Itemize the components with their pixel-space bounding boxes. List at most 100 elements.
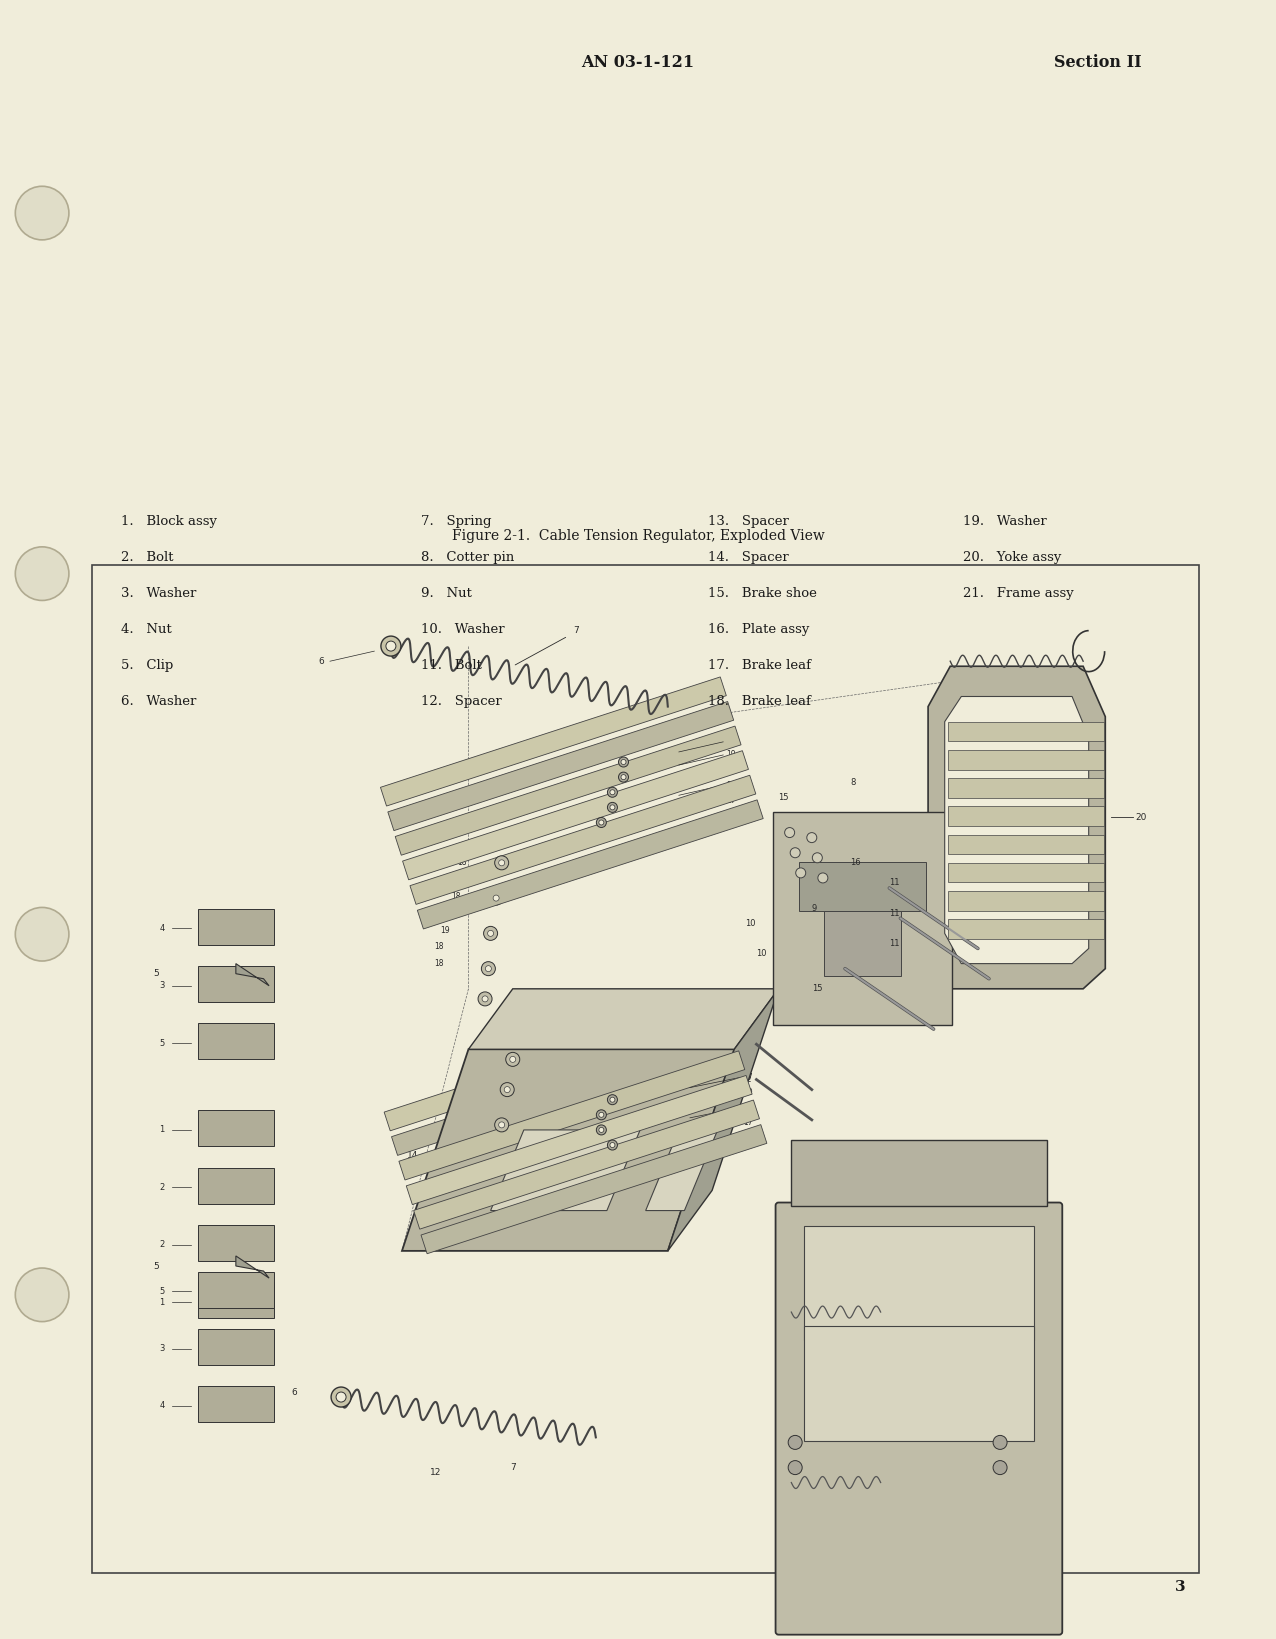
Bar xyxy=(948,862,1104,882)
Circle shape xyxy=(610,1096,615,1101)
Circle shape xyxy=(806,833,817,842)
Circle shape xyxy=(607,1141,618,1151)
Circle shape xyxy=(607,1095,618,1105)
Circle shape xyxy=(336,1392,346,1401)
Text: 7.   Spring: 7. Spring xyxy=(421,515,491,528)
Text: 7: 7 xyxy=(574,626,579,636)
Text: 21: 21 xyxy=(607,1064,619,1072)
Circle shape xyxy=(785,828,795,838)
Text: 2: 2 xyxy=(160,1241,165,1249)
Text: 19: 19 xyxy=(726,751,736,759)
Text: 8: 8 xyxy=(851,777,856,787)
Text: 11.   Bolt: 11. Bolt xyxy=(421,659,482,672)
Text: 2.   Bolt: 2. Bolt xyxy=(121,551,174,564)
Text: 1: 1 xyxy=(160,1298,165,1306)
Text: 9: 9 xyxy=(812,903,817,913)
Text: 13: 13 xyxy=(741,1039,752,1049)
Text: 16.   Plate assy: 16. Plate assy xyxy=(708,623,809,636)
Circle shape xyxy=(993,1460,1007,1475)
Polygon shape xyxy=(413,1100,759,1229)
Polygon shape xyxy=(410,775,755,905)
Polygon shape xyxy=(421,1124,767,1254)
Bar xyxy=(804,1226,1034,1341)
Bar xyxy=(948,751,1104,770)
Bar xyxy=(948,919,1104,939)
Circle shape xyxy=(15,187,69,239)
Circle shape xyxy=(382,636,401,656)
Bar xyxy=(198,1329,274,1365)
Polygon shape xyxy=(646,1129,717,1211)
Bar xyxy=(804,1326,1034,1441)
Polygon shape xyxy=(944,697,1088,964)
Circle shape xyxy=(607,803,618,813)
Circle shape xyxy=(484,926,498,941)
Polygon shape xyxy=(380,677,726,806)
Circle shape xyxy=(499,860,505,865)
Bar xyxy=(791,1141,1046,1206)
Text: 5: 5 xyxy=(160,1039,165,1047)
Text: 4: 4 xyxy=(160,1401,165,1411)
Circle shape xyxy=(596,818,606,828)
Circle shape xyxy=(607,787,618,797)
Circle shape xyxy=(813,852,822,862)
Circle shape xyxy=(619,772,629,782)
Text: 1.   Block assy: 1. Block assy xyxy=(121,515,217,528)
Bar xyxy=(948,806,1104,826)
Bar xyxy=(198,965,274,1001)
Text: 19: 19 xyxy=(440,926,449,934)
Bar xyxy=(198,1224,274,1260)
Text: 17: 17 xyxy=(743,1118,753,1128)
Text: 15.   Brake shoe: 15. Brake shoe xyxy=(708,587,817,600)
Polygon shape xyxy=(667,988,778,1251)
Text: Figure 2-1.  Cable Tension Regulator, Exploded View: Figure 2-1. Cable Tension Regulator, Exp… xyxy=(452,529,824,543)
Text: 15: 15 xyxy=(812,985,822,993)
Text: 10: 10 xyxy=(745,919,755,928)
Text: 1: 1 xyxy=(160,1126,165,1134)
Circle shape xyxy=(499,1121,505,1128)
Text: 17: 17 xyxy=(743,1134,753,1142)
Polygon shape xyxy=(384,1001,730,1131)
Circle shape xyxy=(818,874,828,883)
Polygon shape xyxy=(490,1129,641,1211)
Bar xyxy=(948,892,1104,911)
Text: 21.   Frame assy: 21. Frame assy xyxy=(963,587,1074,600)
Text: 19: 19 xyxy=(743,1088,753,1096)
Circle shape xyxy=(493,895,499,901)
Circle shape xyxy=(15,908,69,960)
Circle shape xyxy=(598,820,604,824)
Text: 8.   Cotter pin: 8. Cotter pin xyxy=(421,551,514,564)
Bar xyxy=(198,1110,274,1146)
Polygon shape xyxy=(236,964,269,985)
Polygon shape xyxy=(399,1051,745,1180)
Text: 18.   Brake leaf: 18. Brake leaf xyxy=(708,695,812,708)
Bar xyxy=(198,1282,274,1318)
Text: 4.   Nut: 4. Nut xyxy=(121,623,172,636)
Circle shape xyxy=(610,805,615,810)
Text: 5.   Clip: 5. Clip xyxy=(121,659,174,672)
Bar xyxy=(773,813,952,1026)
Text: 12.   Spacer: 12. Spacer xyxy=(421,695,501,708)
Text: 2: 2 xyxy=(160,1183,165,1192)
Circle shape xyxy=(481,962,495,975)
Polygon shape xyxy=(417,800,763,929)
Circle shape xyxy=(385,641,396,651)
Circle shape xyxy=(330,1387,351,1406)
Text: 11: 11 xyxy=(889,939,900,947)
Polygon shape xyxy=(928,665,1105,988)
Circle shape xyxy=(478,992,493,1006)
Polygon shape xyxy=(403,751,749,880)
Circle shape xyxy=(489,892,503,905)
Text: 17: 17 xyxy=(726,797,736,805)
Text: 12: 12 xyxy=(741,1075,752,1083)
Text: 11: 11 xyxy=(889,908,900,918)
Text: 7: 7 xyxy=(510,1462,516,1472)
Circle shape xyxy=(619,757,629,767)
Bar xyxy=(198,1387,274,1423)
Text: Section II: Section II xyxy=(1054,54,1141,70)
Text: 3: 3 xyxy=(1175,1580,1185,1593)
Bar xyxy=(948,721,1104,741)
Text: 3: 3 xyxy=(160,1344,165,1354)
Circle shape xyxy=(790,847,800,857)
Circle shape xyxy=(796,869,805,879)
Text: 18: 18 xyxy=(435,942,444,951)
